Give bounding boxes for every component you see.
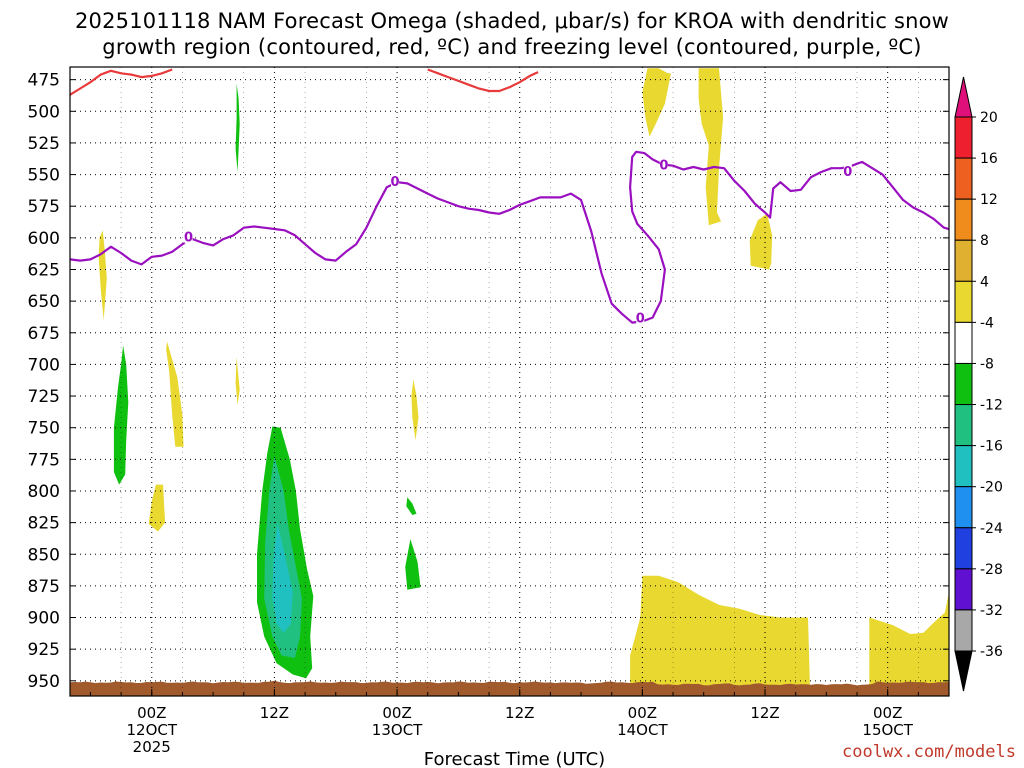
- title-line-1: 2025101118 NAM Forecast Omega (shaded, μ…: [74, 9, 950, 33]
- colorbar-swatch-7: [954, 404, 973, 447]
- colorbar-label-4: 4: [980, 274, 989, 290]
- x-tick-label-6-3: 2025: [133, 738, 171, 756]
- colorbar-label--20: -20: [980, 480, 1003, 496]
- freezing-level-label-3: 0: [659, 158, 668, 173]
- title-line-2: growth region (contoured, red, ºC) and f…: [102, 35, 922, 59]
- omega-region-4-4: [166, 341, 184, 447]
- y-tick-label-625: 625: [28, 260, 60, 280]
- chart-title: 2025101118 NAM Forecast Omega (shaded, μ…: [0, 8, 1024, 60]
- x-tick-label-30-1: 00Z: [382, 704, 411, 722]
- colorbar-label-8: 8: [980, 233, 989, 249]
- omega-region-4-6: [235, 356, 240, 405]
- terrain-fill: [70, 680, 949, 696]
- colorbar-label--12: -12: [980, 398, 1003, 414]
- plot-area: 0 0 0 0 0: [70, 67, 949, 696]
- colorbar-swatch-8: [954, 445, 973, 488]
- x-tick-label-30-2: 13OCT: [372, 721, 423, 739]
- x-tick-label-66-1: 12Z: [750, 704, 779, 722]
- omega-region--4-11: [113, 345, 129, 485]
- omega-region-4-3: [98, 230, 107, 321]
- omega-region-4-5: [148, 484, 166, 532]
- freezing-label-bg: [636, 310, 645, 325]
- y-tick-label-800: 800: [28, 482, 60, 502]
- y-tick-label-925: 925: [28, 640, 60, 660]
- freezing-label-bg: [843, 163, 852, 178]
- omega-region-4-9: [869, 592, 949, 694]
- colorbar-swatch-3: [954, 239, 973, 282]
- x-tick-label-54-1: 00Z: [628, 704, 657, 722]
- y-tick-label-675: 675: [28, 324, 60, 344]
- colorbar-label--36: -36: [980, 644, 1003, 660]
- x-tick-label-42-1: 12Z: [505, 704, 534, 722]
- y-tick-label-825: 825: [28, 514, 60, 534]
- colorbar-top-arrow: [954, 76, 973, 118]
- colorbar-label--4: -4: [980, 315, 994, 331]
- freezing-level-label-2: 0: [636, 312, 645, 327]
- colorbar-label--28: -28: [980, 562, 1003, 578]
- x-tick-label-18-1: 12Z: [260, 704, 289, 722]
- freezing-label-bg: [184, 229, 193, 244]
- omega-region--12-16: [272, 522, 293, 633]
- plot-border: [69, 66, 950, 697]
- y-tick-label-650: 650: [28, 292, 60, 312]
- y-tick-label-850: 850: [28, 545, 60, 565]
- omega-region-4-0: [642, 68, 671, 137]
- colorbar-label--16: -16: [980, 439, 1003, 455]
- y-tick-label-725: 725: [28, 387, 60, 407]
- omega-region-4-2: [749, 213, 773, 270]
- colorbar-label-16: 16: [980, 151, 998, 167]
- dgz-contour-1: [427, 68, 539, 93]
- colorbar-label-12: 12: [980, 192, 998, 208]
- y-tick-label-875: 875: [28, 577, 60, 597]
- freezing-level-label-1: 0: [391, 175, 400, 190]
- colorbar-swatch-9: [954, 486, 973, 529]
- y-tick-label-600: 600: [28, 229, 60, 249]
- colorbar-swatch-10: [954, 527, 973, 570]
- x-tick-label-54-2: 14OCT: [617, 721, 668, 739]
- y-tick-label-900: 900: [28, 609, 60, 629]
- y-tick-label-550: 550: [28, 166, 60, 186]
- colorbar-swatch-4: [954, 280, 973, 323]
- y-tick-label-475: 475: [28, 71, 60, 91]
- freezing-level-line: [70, 150, 949, 324]
- x-axis-label: Forecast Time (UTC): [424, 749, 605, 768]
- colorbar-swatch-13: [954, 609, 973, 652]
- colorbar-label--32: -32: [980, 603, 1003, 619]
- x-tick-label-78-2: 15OCT: [862, 721, 913, 739]
- freezing-level-label-0: 0: [184, 231, 193, 246]
- colorbar-bottom-arrow: [954, 650, 973, 692]
- y-tick-label-500: 500: [28, 102, 60, 122]
- omega-region--4-10: [235, 83, 240, 172]
- colorbar-swatch-6: [954, 362, 973, 406]
- dgz-contour-0: [70, 68, 173, 96]
- omega-region-4-1: [698, 68, 724, 226]
- colorbar-swatch-11: [954, 568, 973, 611]
- omega-region--4-14: [405, 539, 421, 590]
- x-tick-label-6-1: 00Z: [137, 704, 166, 722]
- colorbar-label--8: -8: [980, 356, 994, 372]
- y-tick-label-700: 700: [28, 355, 60, 375]
- y-tick-label-775: 775: [28, 450, 60, 470]
- colorbar-label-20: 20: [980, 110, 998, 126]
- freezing-level-label-4: 0: [843, 165, 852, 180]
- y-tick-label-750: 750: [28, 419, 60, 439]
- x-tick-label-78-1: 00Z: [873, 704, 902, 722]
- colorbar-swatch-5: [954, 321, 973, 364]
- omega-region-4-8: [630, 575, 810, 689]
- omega-region-4-7: [411, 379, 419, 441]
- colorbar-swatch-2: [954, 198, 973, 241]
- freezing-label-bg: [391, 173, 400, 188]
- colorbar-swatch-1: [954, 157, 973, 200]
- credit-text: coolwx.com/models: [842, 742, 1016, 762]
- colorbar-label--24: -24: [980, 521, 1003, 537]
- x-tick-label-6-2: 12OCT: [127, 721, 178, 739]
- freezing-label-bg: [659, 157, 668, 172]
- omega-region--4-13: [406, 497, 417, 515]
- y-tick-label-575: 575: [28, 197, 60, 217]
- colorbar-swatch-0: [954, 116, 973, 159]
- y-tick-label-950: 950: [28, 672, 60, 692]
- y-tick-label-525: 525: [28, 134, 60, 154]
